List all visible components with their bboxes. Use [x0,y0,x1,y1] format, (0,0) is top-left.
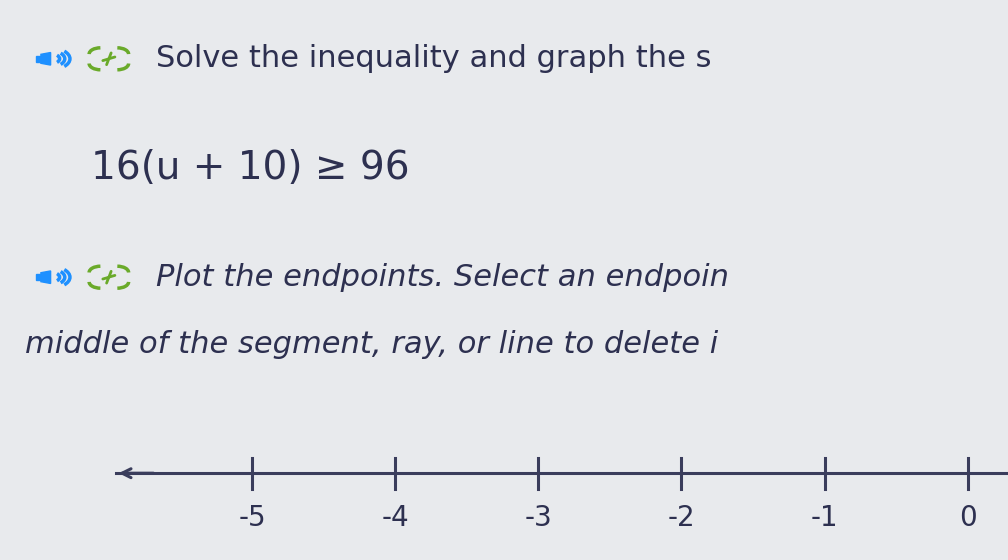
Text: -3: -3 [524,504,552,532]
Text: -4: -4 [381,504,409,532]
Text: Solve the inequality and graph the s: Solve the inequality and graph the s [156,44,712,73]
Polygon shape [41,271,50,283]
Text: 0: 0 [959,504,977,532]
Text: Plot the endpoints. Select an endpoin: Plot the endpoints. Select an endpoin [156,263,729,292]
Polygon shape [41,53,50,65]
Text: 16(u + 10) ≥ 96: 16(u + 10) ≥ 96 [91,149,409,187]
Polygon shape [36,55,41,62]
Text: -5: -5 [238,504,266,532]
Text: middle of the segment, ray, or line to delete i: middle of the segment, ray, or line to d… [25,330,719,359]
Polygon shape [36,274,41,281]
Text: -2: -2 [667,504,696,532]
Text: -1: -1 [810,504,839,532]
